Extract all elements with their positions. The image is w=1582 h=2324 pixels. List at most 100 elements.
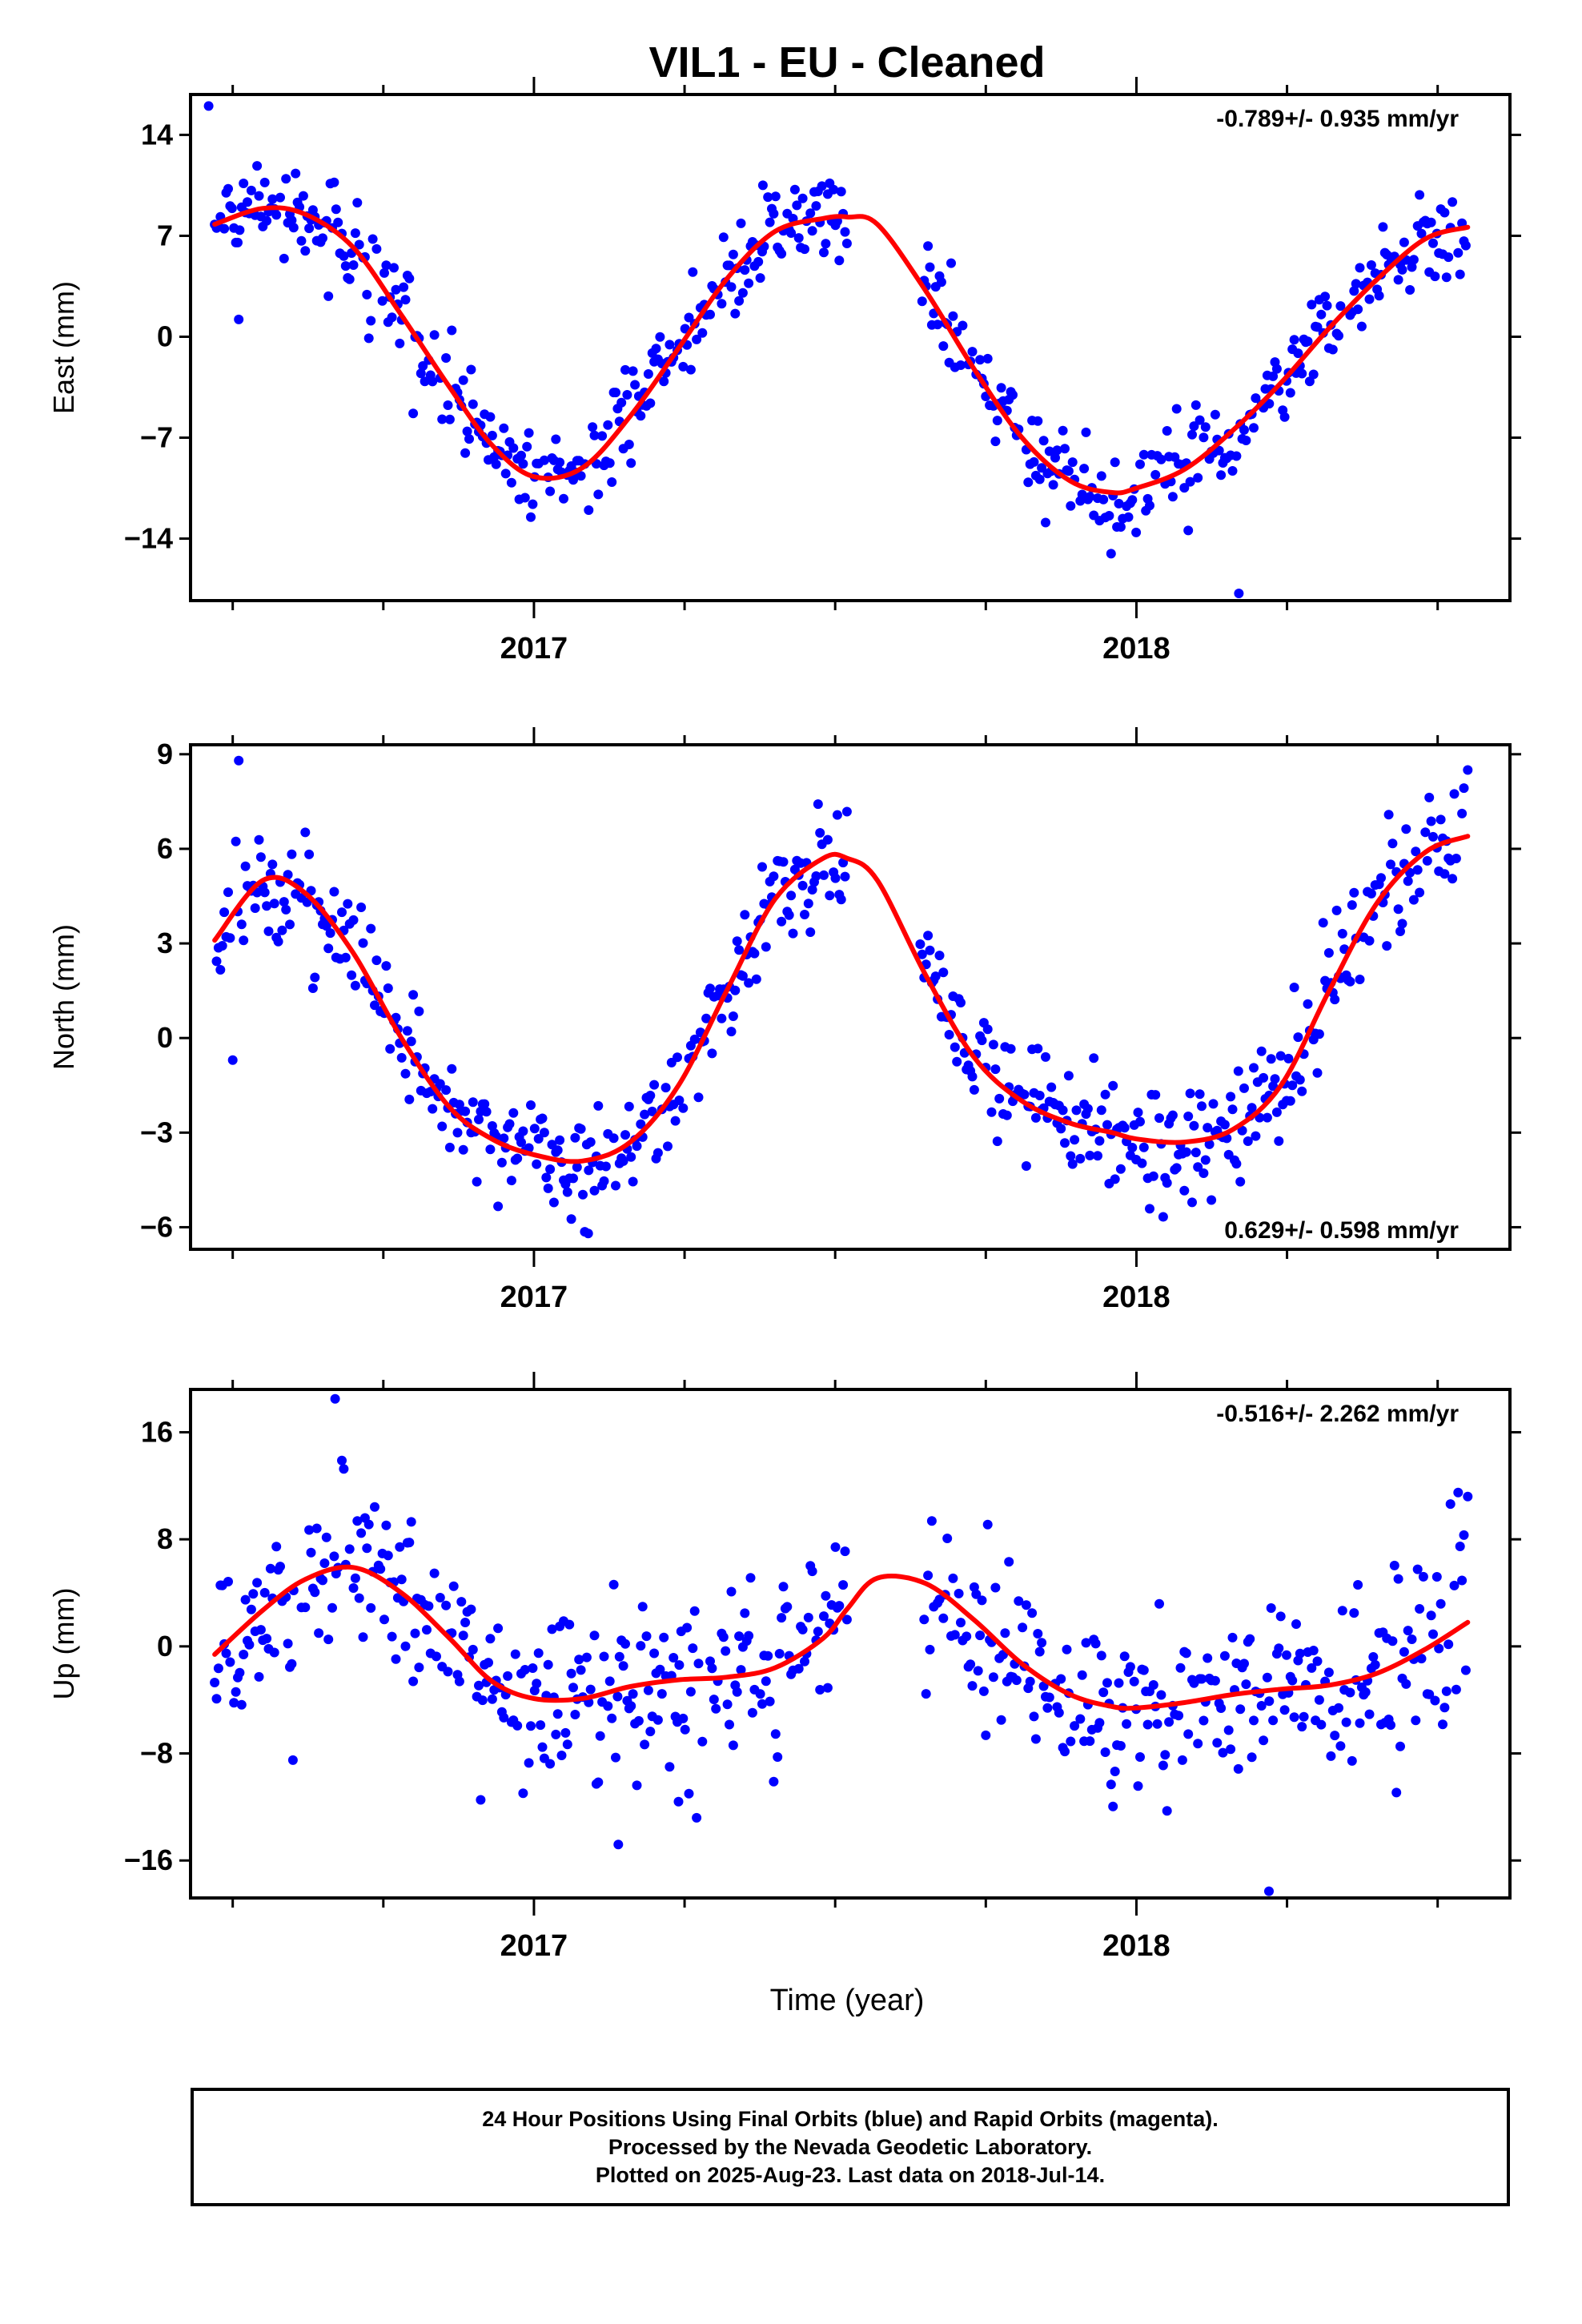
data-point [1029,456,1039,467]
data-point [1393,275,1403,285]
data-point [362,289,372,300]
data-point [697,328,708,338]
data-point [291,168,301,179]
data-point [933,320,943,330]
data-point [389,263,399,273]
data-point [532,1159,542,1169]
data-point [1002,1110,1012,1120]
data-point [499,1712,509,1723]
data-point [1370,1659,1380,1670]
data-point [1063,466,1074,476]
data-point [452,1128,463,1138]
data-point [460,1106,471,1116]
data-point-outlier [583,1228,593,1239]
footer-line-2: Processed by the Nevada Geodetic Laborat… [608,2134,1093,2159]
data-point [611,1752,620,1763]
data-point [915,939,926,949]
data-point [1210,1675,1220,1686]
data-point [441,353,452,363]
data-point [722,1699,733,1710]
data-point [1275,1051,1286,1061]
data-point [387,312,397,323]
data-point [633,1715,644,1726]
data-point-outlier [1463,1491,1473,1502]
data-point [930,971,941,982]
data-point [938,967,949,978]
data-point [555,1135,565,1145]
data-point [536,1720,546,1731]
data-point [1098,494,1109,505]
data-point [1366,260,1376,270]
data-point [464,434,474,444]
data-point [777,248,787,259]
data-point [1403,1626,1413,1636]
data-point [973,1666,983,1676]
data-point [480,1099,490,1109]
data-point [769,1776,779,1787]
data-point [1070,1135,1080,1145]
data-point [680,1724,690,1735]
rate-label-north: 0.629+/- 0.598 mm/yr [1224,1217,1459,1244]
data-point [1183,1729,1194,1739]
data-point [1227,1104,1238,1115]
data-point [1322,300,1332,311]
data-point [343,899,353,909]
data-point [367,234,378,244]
data-point [1285,388,1295,398]
data-point [1262,1112,1272,1123]
data-point [1193,1739,1203,1749]
data-point [589,1630,600,1641]
panel-east: −14 −7 0 7 14 2017 2018 East (mm) -0.789+/- 0.93… [47,77,1521,665]
data-point [1426,816,1436,826]
data-point [1289,335,1299,345]
data-point [736,1665,746,1675]
data-point [213,1663,223,1674]
data-point [1100,1747,1110,1757]
data-point [1347,1755,1357,1766]
data-point [1082,1104,1093,1114]
data-point [622,390,632,400]
data-point [1108,1801,1118,1811]
data-point [562,1739,572,1750]
footer-line-1: 24 Hour Positions Using Final Orbits (bl… [482,2106,1219,2131]
data-point [1227,1632,1238,1642]
data-point [1014,1596,1024,1606]
data-point [950,1042,960,1052]
data-point [1079,464,1090,474]
data-point [1337,1606,1347,1616]
data-point [830,873,841,883]
data-point [1275,1611,1286,1622]
data-point [1391,1787,1402,1798]
data-point [813,1626,823,1637]
data-point [803,1612,813,1622]
data-point [661,1083,671,1093]
data-point [725,260,734,271]
data-point [1133,1781,1143,1791]
data-point [410,1628,420,1638]
data-point [718,1632,729,1642]
data-point [279,897,289,907]
data-point [936,277,946,287]
data-point [1349,1608,1359,1618]
data-point [564,1619,575,1630]
data-point [1308,369,1319,380]
data-point [807,1566,817,1577]
data-point [1135,1752,1145,1762]
data-point [1199,432,1209,443]
data-point [532,1679,542,1689]
data-point [296,235,307,246]
data-point [840,227,850,237]
data-point [1407,262,1417,272]
data-point [518,459,528,469]
data-point [689,1606,700,1616]
data-point [1293,1032,1303,1043]
data-point [551,434,561,444]
data-point [1439,869,1450,879]
data-point [645,398,656,408]
data-point [481,1107,492,1117]
data-point [1046,1082,1057,1092]
data-point [585,1684,596,1695]
data-point [1034,474,1045,485]
data-point [805,208,816,219]
data-point [1353,1580,1363,1590]
